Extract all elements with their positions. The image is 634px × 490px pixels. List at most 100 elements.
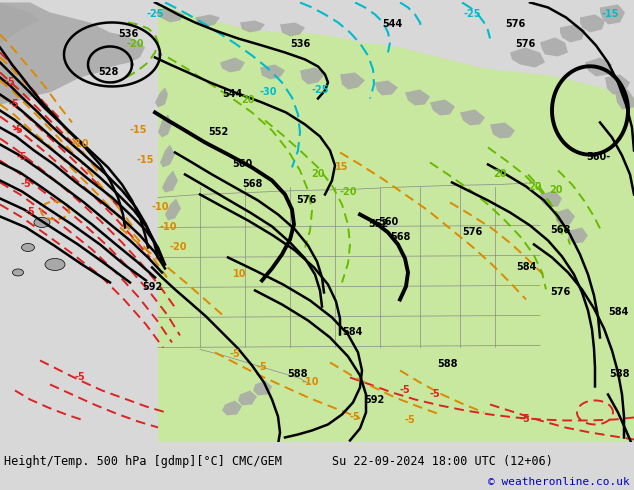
Text: 20: 20 [242,96,255,105]
Polygon shape [340,73,365,90]
Text: 560: 560 [378,218,398,227]
Text: 584: 584 [342,327,362,338]
Polygon shape [0,2,145,104]
Ellipse shape [22,244,34,251]
Text: -5: -5 [75,372,86,383]
Text: 536: 536 [290,40,310,49]
Ellipse shape [45,258,65,270]
Polygon shape [253,380,272,395]
Polygon shape [155,87,168,107]
Polygon shape [162,171,178,193]
Polygon shape [430,99,455,116]
Text: 560: 560 [232,159,252,170]
Text: 576: 576 [505,20,525,29]
Text: -20: -20 [339,188,357,197]
Text: -25: -25 [463,9,481,20]
Polygon shape [300,68,325,84]
Text: 592: 592 [364,395,384,405]
Text: -5: -5 [9,99,20,109]
Polygon shape [260,65,285,79]
Polygon shape [375,80,398,96]
Text: -10: -10 [152,202,169,213]
Polygon shape [585,57,612,76]
Text: 576: 576 [462,227,482,238]
Text: -5: -5 [4,77,15,87]
Polygon shape [222,400,242,416]
Text: 588: 588 [610,369,630,379]
Ellipse shape [34,218,50,227]
Polygon shape [540,37,568,56]
Text: 588: 588 [288,369,308,379]
Text: 10: 10 [233,270,247,279]
Text: 560-: 560- [586,152,610,163]
Text: -15: -15 [129,125,146,135]
Text: 576: 576 [296,196,316,205]
Polygon shape [510,48,545,68]
Text: 588: 588 [437,360,458,369]
Text: 552: 552 [208,127,228,138]
Text: 20: 20 [493,170,507,179]
Text: -15: -15 [136,155,154,166]
Text: 568: 568 [242,179,262,190]
Polygon shape [160,145,175,168]
Polygon shape [600,4,625,24]
Text: 15: 15 [335,163,349,172]
Polygon shape [158,2,634,442]
Text: 584: 584 [516,263,536,272]
Text: -10: -10 [301,377,319,388]
Text: 552: 552 [368,220,388,229]
Polygon shape [615,90,634,109]
Text: -5: -5 [399,386,410,395]
Text: -5: -5 [16,152,27,163]
Polygon shape [460,109,485,125]
Text: -20: -20 [169,243,187,252]
Text: -10: -10 [71,140,89,149]
Text: 568: 568 [550,225,570,236]
Polygon shape [240,21,265,32]
Text: 20: 20 [528,182,541,193]
Text: Height/Temp. 500 hPa [gdmp][°C] CMC/GEM: Height/Temp. 500 hPa [gdmp][°C] CMC/GEM [4,455,282,468]
Text: Su 22-09-2024 18:00 UTC (12+06): Su 22-09-2024 18:00 UTC (12+06) [332,455,553,468]
Polygon shape [220,57,245,73]
Text: -10: -10 [159,222,177,232]
Polygon shape [540,191,562,207]
Text: 544: 544 [222,90,242,99]
Polygon shape [238,391,257,405]
Polygon shape [560,24,585,43]
Text: -5: -5 [349,413,360,422]
Text: 544: 544 [382,20,402,29]
Text: -5: -5 [520,415,531,424]
Text: -20: -20 [126,40,144,49]
Text: 576: 576 [515,40,535,49]
Polygon shape [605,74,630,95]
Text: -5: -5 [25,207,36,218]
Text: 536: 536 [118,29,138,40]
Text: -5: -5 [404,416,415,425]
Text: 584: 584 [608,307,628,318]
Text: 20: 20 [311,170,325,179]
Polygon shape [0,2,40,43]
Text: -5: -5 [13,125,23,135]
Text: -25: -25 [311,85,329,96]
Text: 528: 528 [98,68,118,77]
Polygon shape [195,15,220,27]
Polygon shape [280,23,305,36]
Text: -5: -5 [430,390,441,399]
Polygon shape [568,227,588,244]
Text: -5: -5 [257,363,268,372]
Text: -25: -25 [146,9,164,20]
Ellipse shape [13,269,23,276]
Text: 576: 576 [550,288,570,297]
Text: 592: 592 [142,282,162,293]
Polygon shape [405,90,430,105]
Text: 568: 568 [390,232,410,243]
Text: -15: -15 [601,9,619,20]
Polygon shape [165,198,181,220]
Text: -5: -5 [21,179,31,190]
Polygon shape [580,15,605,32]
Text: 20: 20 [549,185,563,196]
Text: -5: -5 [230,349,240,360]
Polygon shape [158,115,172,138]
Polygon shape [155,7,185,23]
Text: © weatheronline.co.uk: © weatheronline.co.uk [488,477,630,487]
